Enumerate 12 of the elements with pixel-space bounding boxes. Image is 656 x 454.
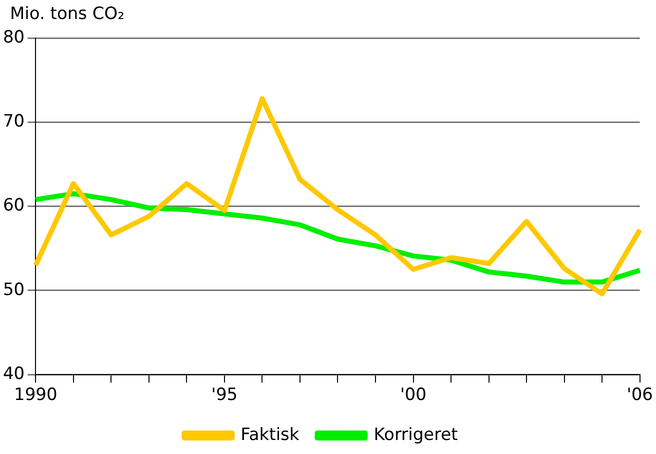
legend-label: Korrigeret [374, 424, 458, 445]
y-tick-label: 70 [2, 112, 25, 132]
x-tick-label: '06 [626, 385, 654, 406]
x-tick-label: '00 [400, 385, 426, 406]
y-tick-label: 40 [2, 364, 25, 384]
x-tick-label: '95 [211, 385, 238, 406]
x-tick-label: 1990 [14, 385, 58, 406]
legend-label: Faktisk [240, 424, 300, 445]
y-tick-label: 60 [2, 196, 25, 216]
y-tick-label: 80 [2, 27, 25, 48]
y-tick-label: 50 [2, 280, 25, 300]
y-axis-title: Mio. tons CO₂ [10, 4, 124, 24]
